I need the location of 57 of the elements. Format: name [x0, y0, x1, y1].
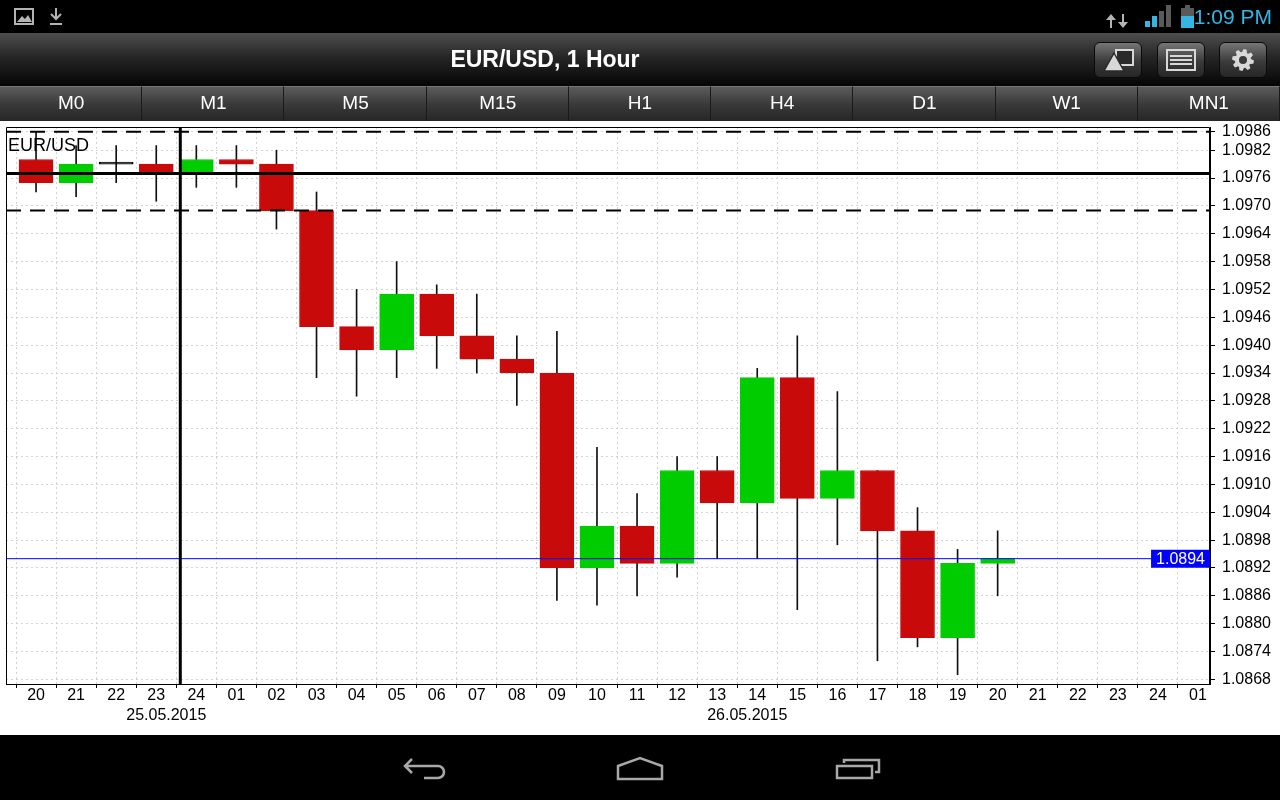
chart-title: EUR/USD, 1 Hour	[449, 45, 641, 74]
y-tick-label: 1.0928	[1222, 391, 1272, 409]
x-tick-label: 24	[187, 686, 206, 704]
y-tick-label: 1.0910	[1222, 474, 1272, 492]
y-tick-label: 1.0880	[1222, 614, 1272, 632]
candlestick	[499, 335, 535, 406]
x-tick-label: 15	[788, 686, 807, 704]
x-tick-label: 21	[67, 686, 86, 704]
x-tick-label: 24	[1149, 686, 1167, 704]
x-tick-label: 12	[668, 686, 687, 704]
y-tick-label: 1.0934	[1222, 363, 1272, 381]
x-tick-label: 16	[828, 686, 847, 704]
y-tick-label: 1.0946	[1222, 307, 1272, 325]
x-tick-label: 19	[948, 686, 967, 704]
x-tick-label: 21	[1028, 686, 1047, 704]
y-tick-label: 1.0964	[1222, 224, 1272, 242]
x-tick-label: 23	[147, 686, 166, 704]
y-tick-label: 1.0976	[1222, 168, 1272, 186]
y-tick-label: 1.0958	[1222, 252, 1272, 270]
ref-line-label: 1.0894	[1156, 550, 1206, 568]
x-tick-label: 04	[347, 686, 366, 704]
x-tick-label: 13	[708, 686, 727, 704]
y-tick-label: 1.0970	[1222, 196, 1272, 214]
x-tick-label: 18	[908, 686, 927, 704]
x-tick-label: 11	[628, 686, 646, 704]
y-tick-label: 1.0892	[1222, 558, 1272, 576]
y-tick-label: 1.0986	[1222, 122, 1272, 140]
text: 1:09 PM	[1193, 4, 1272, 30]
y-tick-label: 1.0898	[1222, 530, 1272, 548]
y-tick-label: 1.0874	[1222, 641, 1272, 659]
x-tick-label: 07	[467, 686, 486, 704]
y-tick-label: 1.0868	[1222, 669, 1272, 687]
y-tick-label: 1.0916	[1222, 446, 1272, 464]
y-tick-label: 1.0982	[1222, 140, 1272, 158]
x-tick-label: 22	[107, 686, 126, 704]
x-tick-label: 06	[427, 686, 446, 704]
x-tick-label: 20	[988, 686, 1007, 704]
x-tick-label: 02	[267, 686, 286, 704]
x-tick-label: 01	[227, 686, 246, 704]
x-tick-label: 20	[27, 686, 46, 704]
y-tick-label: 1.0952	[1222, 279, 1272, 297]
x-tick-label: 10	[588, 686, 606, 704]
x2-tick-label: 25.05.2015	[126, 706, 207, 724]
x-tick-label: 01	[1189, 686, 1207, 704]
x-tick-label: 05	[387, 686, 406, 704]
x-tick-label: 03	[307, 686, 326, 704]
x-tick-label: 17	[868, 686, 887, 704]
x-tick-label: 14	[748, 686, 767, 704]
x-tick-label: 23	[1108, 686, 1127, 704]
x-tick-label: 09	[548, 686, 566, 704]
x-tick-label: 08	[507, 686, 526, 704]
x2-tick-label: 26.05.2015	[707, 706, 788, 724]
y-tick-label: 1.0922	[1222, 419, 1272, 437]
y-tick-label: 1.0886	[1222, 586, 1272, 604]
y-tick-label: 1.0940	[1222, 335, 1272, 353]
x-tick-label: 22	[1068, 686, 1087, 704]
y-tick-label: 1.0904	[1222, 502, 1272, 520]
